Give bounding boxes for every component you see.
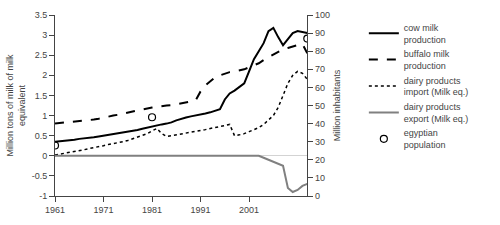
svg-text:1961: 1961 xyxy=(45,205,65,215)
svg-text:-0.5: -0.5 xyxy=(32,171,48,181)
svg-text:80: 80 xyxy=(315,46,325,56)
svg-text:1: 1 xyxy=(42,111,47,121)
svg-text:0.5: 0.5 xyxy=(35,131,48,141)
svg-text:0: 0 xyxy=(42,151,47,161)
svg-text:50: 50 xyxy=(315,101,325,111)
svg-text:30: 30 xyxy=(315,137,325,147)
svg-text:dairy productsimport (Milk eq.: dairy productsimport (Milk eq.) xyxy=(404,76,469,98)
svg-text:2001: 2001 xyxy=(239,205,259,215)
svg-text:dairy productsexport (Milk eq.: dairy productsexport (Milk eq.) xyxy=(404,102,469,124)
svg-text:Million inhabitants: Million inhabitants xyxy=(332,69,342,141)
svg-text:60: 60 xyxy=(315,83,325,93)
svg-text:1971: 1971 xyxy=(94,205,114,215)
svg-text:-1: -1 xyxy=(39,191,47,201)
svg-text:Million tons of milk of milkeq: Million tons of milk of milkequivalent xyxy=(5,54,27,157)
svg-text:3.5: 3.5 xyxy=(35,10,48,20)
svg-text:90: 90 xyxy=(315,28,325,38)
svg-text:2.5: 2.5 xyxy=(35,50,48,60)
svg-text:10: 10 xyxy=(315,173,325,183)
svg-text:40: 40 xyxy=(315,119,325,129)
svg-text:100: 100 xyxy=(315,10,330,20)
svg-text:0: 0 xyxy=(315,191,320,201)
svg-text:2: 2 xyxy=(42,70,47,80)
svg-text:1.5: 1.5 xyxy=(35,91,48,101)
svg-text:1981: 1981 xyxy=(142,205,162,215)
svg-text:3: 3 xyxy=(42,30,47,40)
svg-text:20: 20 xyxy=(315,155,325,165)
svg-text:egyptianpopulation: egyptianpopulation xyxy=(404,128,446,150)
svg-text:1991: 1991 xyxy=(191,205,211,215)
svg-text:buffalo milkproduction: buffalo milkproduction xyxy=(404,49,450,71)
svg-text:70: 70 xyxy=(315,64,325,74)
svg-text:cow milkproduction: cow milkproduction xyxy=(404,23,446,45)
